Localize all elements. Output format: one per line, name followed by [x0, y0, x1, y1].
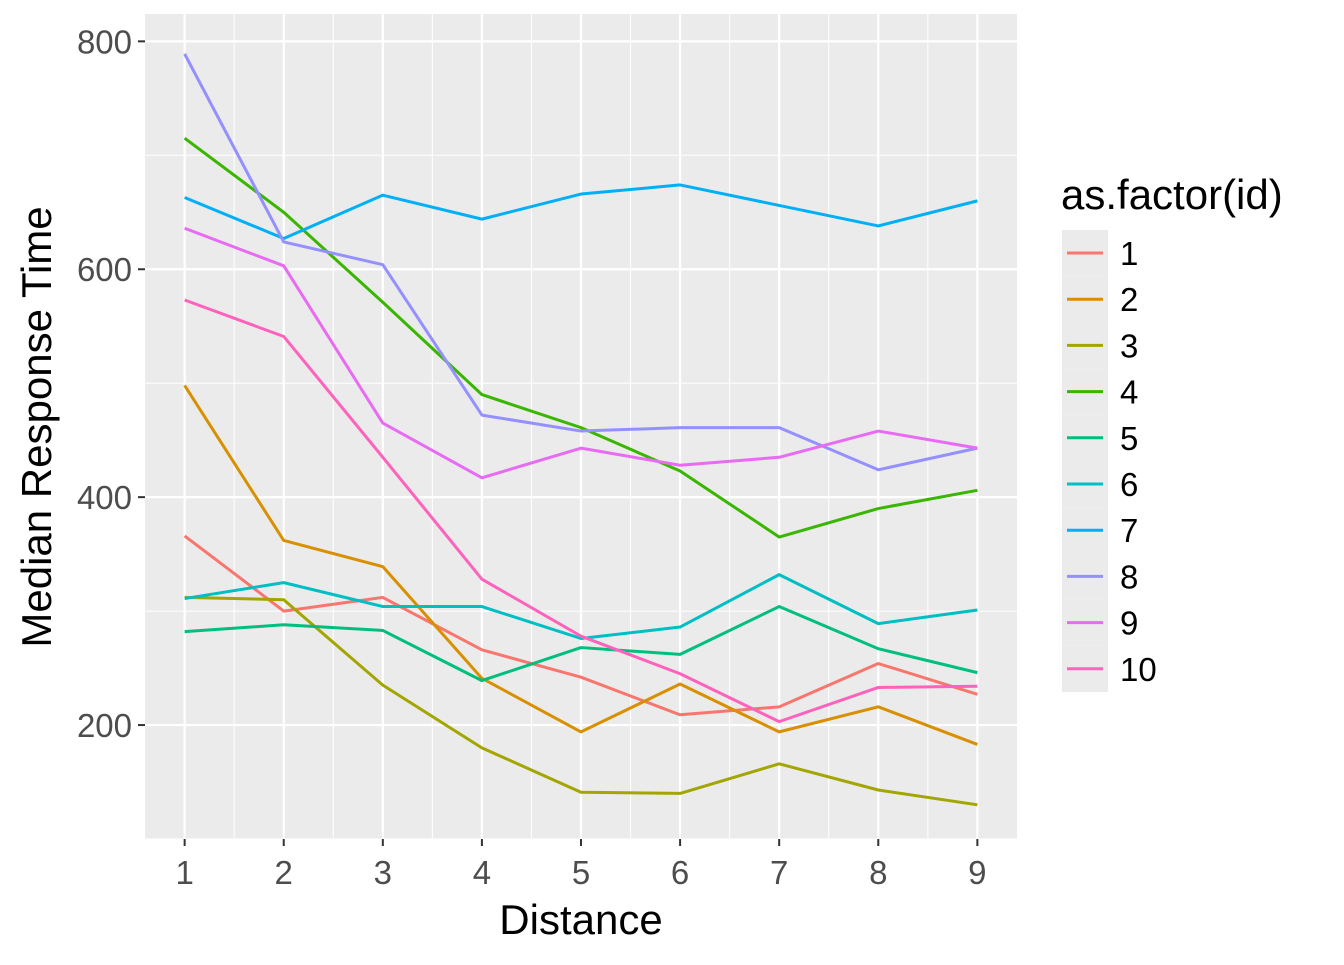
- series-line-10: [184, 298, 978, 724]
- legend-title: as.factor(id): [1061, 171, 1283, 218]
- x-tick-label: 8: [869, 854, 887, 891]
- series-line-6: [184, 573, 978, 640]
- series-line-5: [184, 605, 978, 683]
- legend-label: 5: [1120, 420, 1138, 457]
- legend-label: 9: [1120, 605, 1138, 642]
- y-tick-label: 200: [77, 707, 132, 744]
- legend-label: 8: [1120, 558, 1138, 595]
- series-line-8: [183, 53, 978, 472]
- x-tick-label: 3: [374, 854, 392, 891]
- series-line-9: [184, 226, 978, 480]
- x-tick-label: 6: [671, 854, 689, 891]
- x-tick-label: 9: [968, 854, 986, 891]
- series-line-1: [183, 534, 978, 717]
- y-tick-label: 600: [77, 251, 132, 288]
- legend-label: 3: [1120, 327, 1138, 364]
- legend-label: 10: [1120, 651, 1157, 688]
- series-lines: [183, 53, 978, 807]
- x-axis-title: Distance: [499, 896, 662, 943]
- series-line-4: [183, 137, 978, 539]
- legend-label: 4: [1120, 374, 1138, 411]
- x-tick-label: 2: [275, 854, 293, 891]
- legend-label: 6: [1120, 466, 1138, 503]
- legend-label: 2: [1120, 281, 1138, 318]
- series-line-3: [184, 595, 978, 807]
- legend-label: 7: [1120, 512, 1138, 549]
- legend: as.factor(id) 1 2 3 4 5 6 7 8 9 10: [1061, 171, 1283, 692]
- series-line-2: [183, 384, 978, 746]
- y-tick-label: 400: [77, 479, 132, 516]
- x-tick-label: 7: [770, 854, 788, 891]
- x-tick-label: 5: [572, 854, 590, 891]
- x-tick-label: 1: [175, 854, 193, 891]
- y-tick-label: 800: [77, 23, 132, 60]
- legend-label: 1: [1120, 235, 1138, 272]
- x-tick-label: 4: [473, 854, 491, 891]
- x-axis: 1 2 3 4 5 6 7 8 9: [175, 839, 987, 891]
- y-axis-title: Median Response Time: [13, 206, 60, 647]
- y-axis: 200 400 600 800: [77, 23, 145, 744]
- series-line-7: [184, 183, 978, 240]
